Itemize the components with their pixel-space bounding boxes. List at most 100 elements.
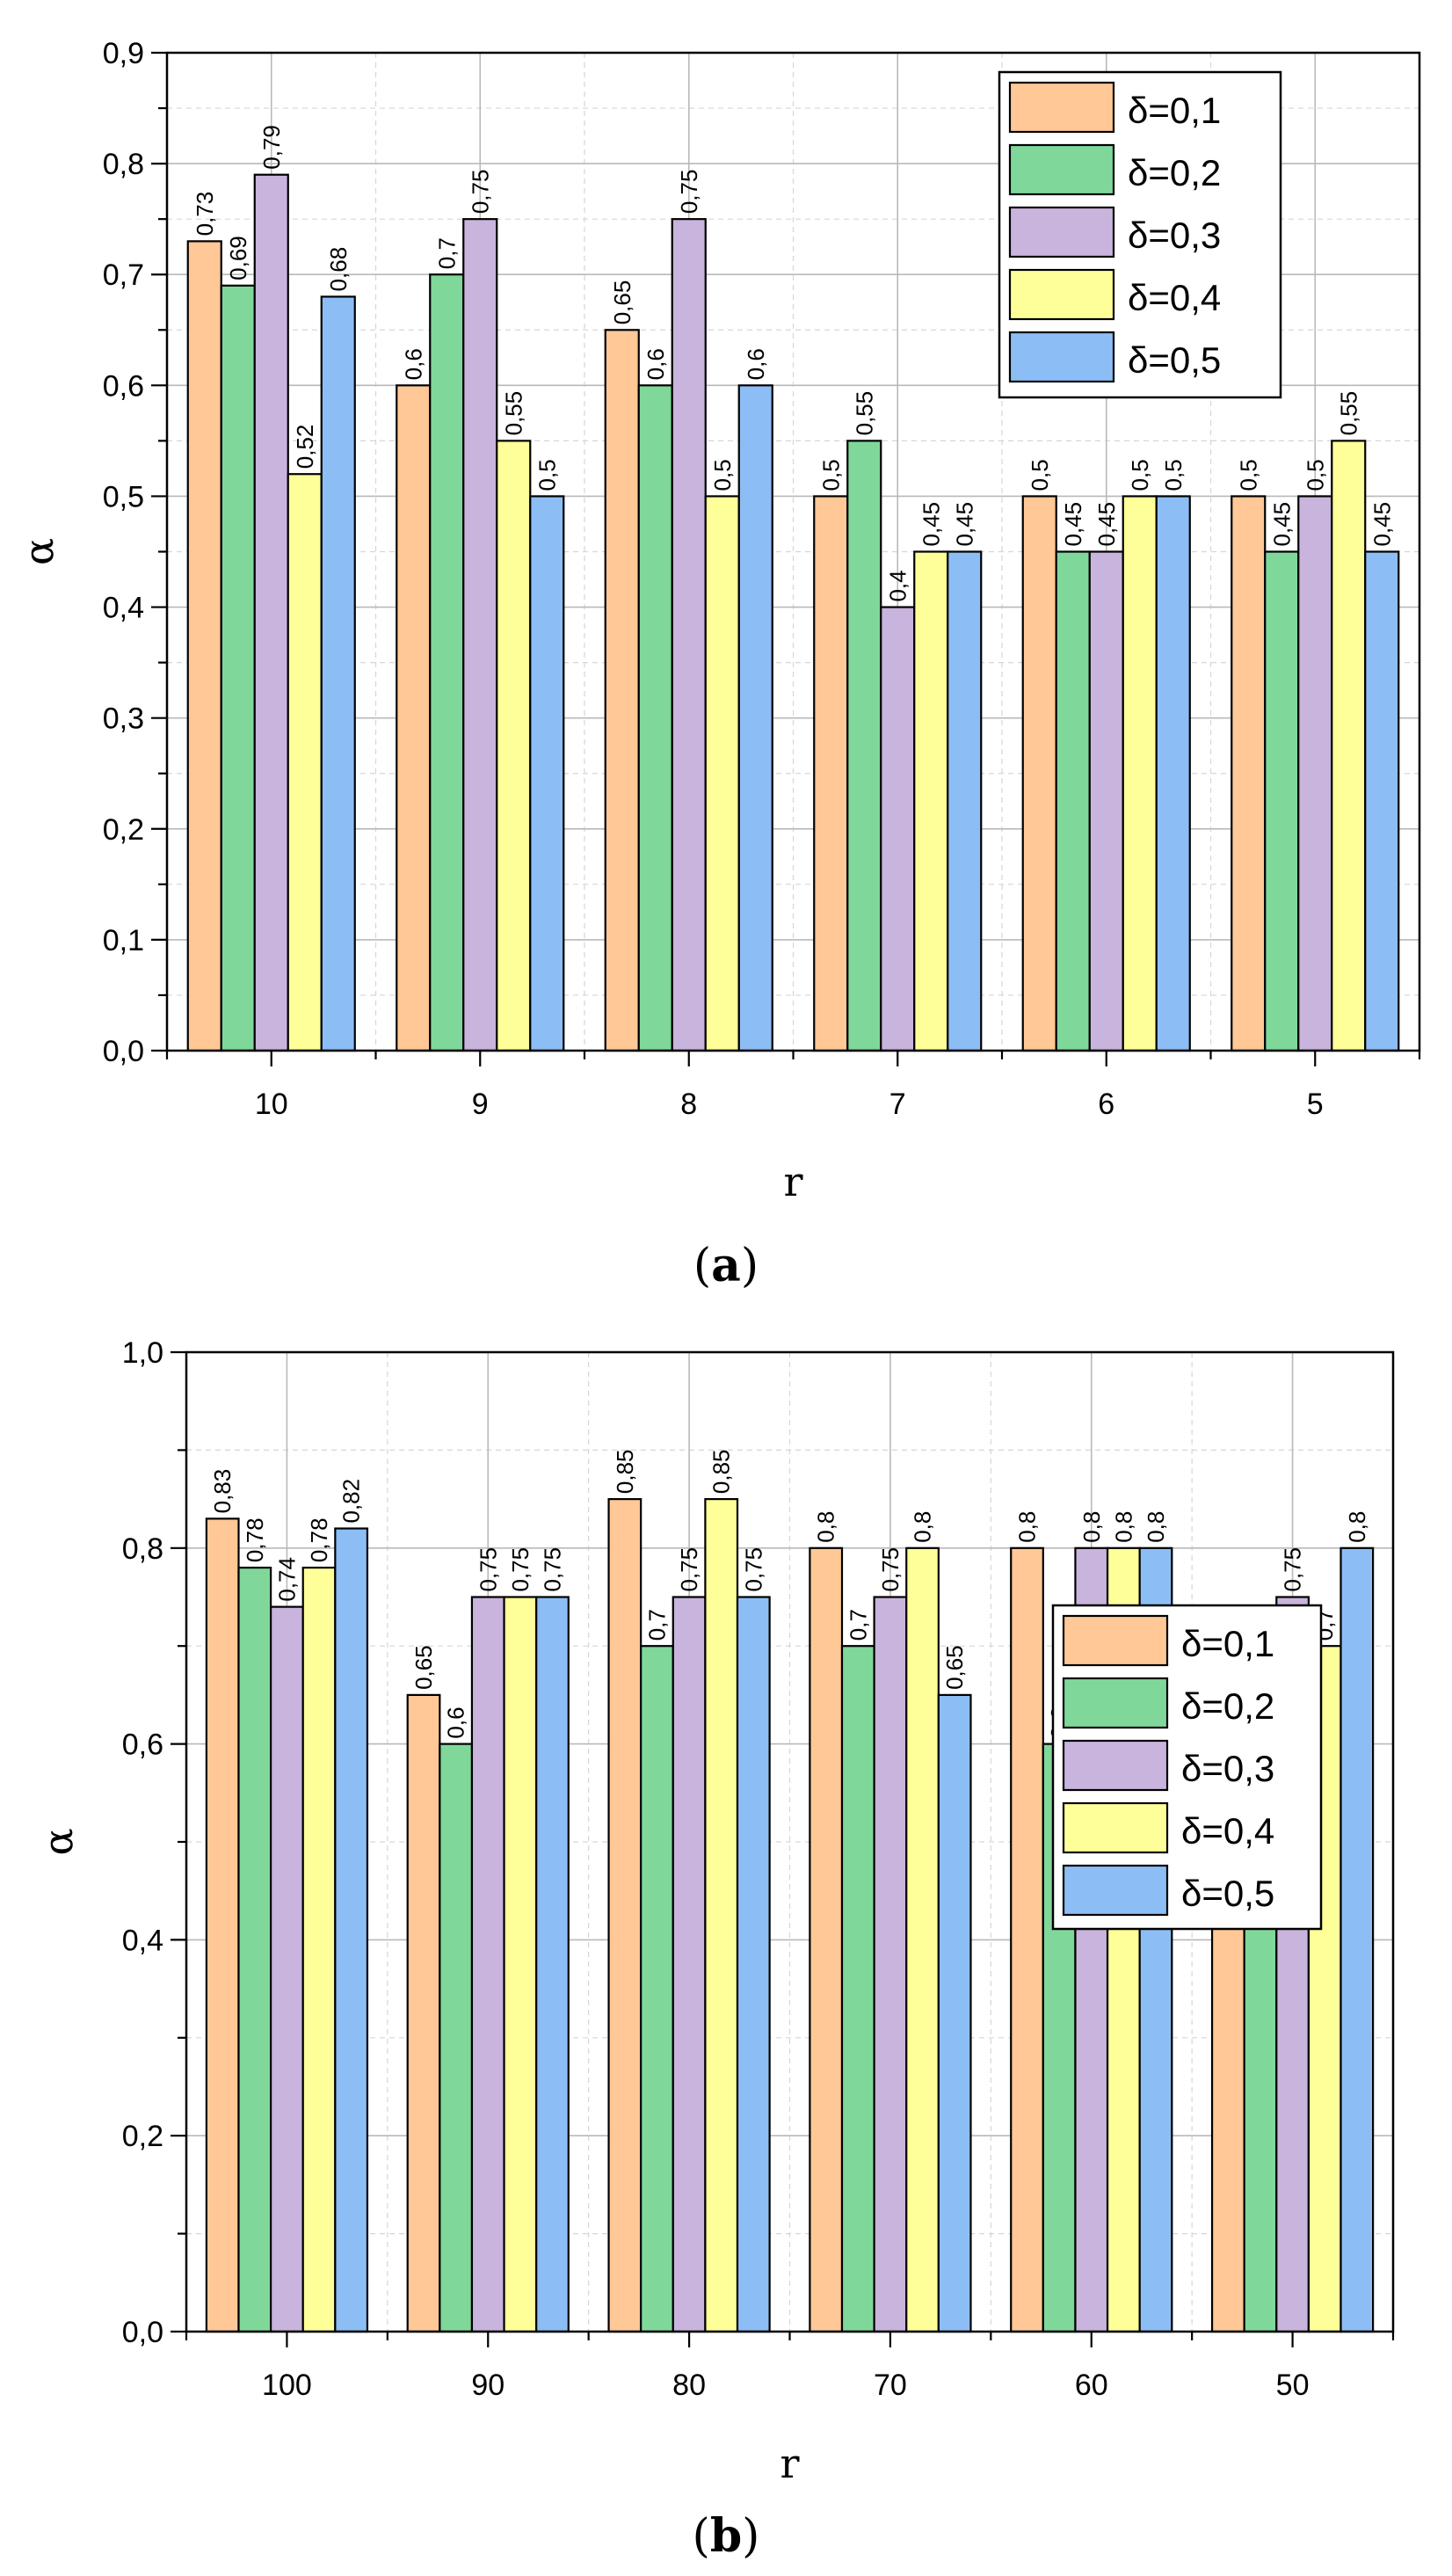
bar-δ=0,4-80 [704,1497,739,2333]
x-tick-label: 50 [1276,2369,1310,2402]
data-label: 0,5 [1160,459,1187,491]
y-tick-label: 0,8 [103,148,144,181]
legend-label: δ=0,3 [1128,215,1221,256]
data-label: 0,45 [951,502,977,547]
bar-δ=0,4-100 [301,1566,337,2333]
legend-label: δ=0,5 [1128,339,1221,381]
data-label: 0,73 [192,192,218,236]
legend-label: δ=0,2 [1128,152,1221,193]
legend-label: δ=0,3 [1181,1748,1274,1789]
data-label: 0,5 [709,459,736,491]
data-label: 0,8 [813,1511,839,1543]
legend-swatch [1008,81,1115,134]
bar-δ=0,2-8 [637,384,673,1052]
bar-δ=0,5-7 [947,550,983,1052]
data-label: 0,78 [242,1517,268,1562]
legend-swatch [1008,143,1115,196]
y-tick-label: 0,2 [122,2120,163,2153]
data-label: 0,5 [1127,459,1153,491]
data-label: 0,74 [273,1557,300,1602]
data-label: 0,45 [1060,502,1086,547]
bar-δ=0,5-5 [1364,550,1400,1052]
bar-δ=0,3-7 [880,606,916,1052]
data-label: 0,78 [306,1517,332,1562]
bar-δ=0,2-5 [1264,550,1300,1052]
y-tick-label: 0,4 [103,592,144,625]
y-axis-title: α [34,1828,82,1855]
x-tick-label: 8 [680,1088,697,1121]
bar-δ=0,4-70 [905,1546,940,2333]
bar-δ=0,3-5 [1297,495,1333,1052]
x-tick-label: 80 [672,2369,706,2402]
y-tick-label: 0,5 [103,480,144,513]
data-label: 0,52 [292,425,318,469]
data-label: 0,4 [884,570,911,601]
bar-δ=0,3-10 [253,173,289,1052]
bar-δ=0,5-10 [320,295,356,1052]
data-label: 0,6 [643,348,669,380]
data-label: 0,5 [1302,459,1328,491]
bar-δ=0,4-9 [496,440,532,1052]
data-label: 0,8 [1344,1511,1370,1543]
bar-δ=0,4-7 [913,550,949,1052]
legend-label: δ=0,2 [1181,1685,1274,1727]
data-label: 0,8 [1078,1511,1105,1543]
data-label: 0,68 [325,247,352,292]
data-label: 0,7 [433,237,460,269]
bar-δ=0,1-5 [1231,495,1267,1052]
data-label: 0,6 [443,1706,469,1738]
bar-δ=0,4-6 [1122,495,1158,1052]
legend-swatch [1008,206,1115,258]
legend-label: δ=0,1 [1181,1623,1274,1664]
data-label: 0,8 [910,1511,936,1543]
legend: δ=0,1 δ=0,2 δ=0,3 δ=0,4 δ=0,5 [998,70,1282,399]
data-label: 0,75 [877,1547,904,1592]
data-label: 0,8 [1143,1511,1169,1543]
data-label: 0,55 [500,391,526,436]
bar-δ=0,2-9 [429,273,465,1052]
legend-swatch [1062,1801,1169,1854]
legend-label: δ=0,4 [1128,277,1221,318]
data-label: 0,79 [258,125,285,170]
bar-δ=0,3-90 [470,1596,505,2333]
bar-δ=0,1-100 [205,1517,240,2333]
x-tick-label: 100 [262,2369,312,2402]
chart-b: 0,830,650,850,80,80,550,780,60,70,70,60,… [34,1336,1395,2563]
x-tick-label: 60 [1075,2369,1108,2402]
data-label: 0,65 [410,1645,437,1690]
data-label: 0,75 [676,170,702,215]
x-tick-label: 10 [255,1088,288,1121]
bar-δ=0,2-90 [439,1743,474,2333]
panel-label: (a) [693,1239,759,1292]
legend-label: δ=0,1 [1128,90,1221,131]
y-tick-label: 0,3 [103,702,144,736]
bar-δ=0,5-6 [1155,495,1191,1052]
legend-swatch [1062,1864,1169,1917]
data-label: 0,5 [1235,459,1261,491]
legend-label: δ=0,5 [1181,1873,1274,1914]
panel-label: (b) [693,2509,760,2563]
data-label: 0,75 [539,1547,565,1592]
bar-δ=0,1-70 [809,1546,844,2333]
data-label: 0,8 [1110,1511,1136,1543]
legend-swatch [1008,268,1115,321]
data-label: 0,7 [643,1609,670,1641]
legend: δ=0,1 δ=0,2 δ=0,3 δ=0,4 δ=0,5 [1051,1604,1323,1931]
bar-δ=0,3-80 [672,1596,707,2333]
legend-swatch [1062,1677,1169,1729]
bar-δ=0,5-70 [937,1693,972,2333]
data-label: 0,75 [475,1547,501,1592]
data-label: 0,6 [743,348,769,380]
bar-δ=0,1-90 [406,1693,441,2333]
data-label: 0,45 [918,502,944,547]
y-tick-label: 0,0 [103,1035,144,1068]
bar-δ=0,1-9 [396,384,432,1052]
bar-δ=0,1-6 [1021,495,1057,1052]
legend-label: δ=0,4 [1181,1810,1274,1852]
x-tick-label: 5 [1307,1088,1324,1121]
y-tick-label: 0,9 [103,37,144,70]
x-tick-label: 70 [874,2369,907,2402]
data-label: 0,65 [941,1645,968,1690]
bar-δ=0,3-70 [873,1596,908,2333]
